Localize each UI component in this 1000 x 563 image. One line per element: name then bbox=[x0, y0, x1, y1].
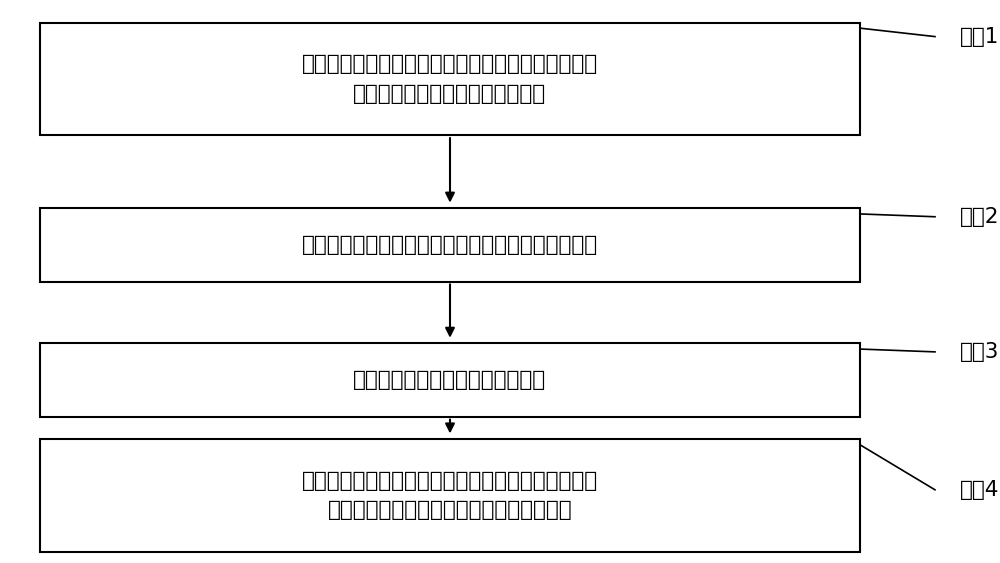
Text: 步骤3: 步骤3 bbox=[960, 342, 999, 362]
Text: 将耦合电容下方的第二层地层挖空: 将耦合电容下方的第二层地层挖空 bbox=[353, 370, 547, 390]
FancyBboxPatch shape bbox=[40, 439, 860, 552]
Text: 将差分信号过孔通过的所有的地层挖空形成挖空区域: 将差分信号过孔通过的所有的地层挖空形成挖空区域 bbox=[302, 235, 598, 255]
Text: 将内层铺设的差分信号分别通过差分信号过孔从内层
连接到顶层完成与耦合电容的连接: 将内层铺设的差分信号分别通过差分信号过孔从内层 连接到顶层完成与耦合电容的连接 bbox=[302, 54, 598, 104]
Text: 步骤4: 步骤4 bbox=[960, 480, 1000, 500]
Text: 步骤1: 步骤1 bbox=[960, 26, 999, 47]
FancyBboxPatch shape bbox=[40, 208, 860, 282]
Text: 步骤2: 步骤2 bbox=[960, 207, 1000, 227]
Text: 在差分信号过孔的两边分别打地孔，并在第三层紧贴
地孔焊盘形成的正方形或矩形区域铺设地层: 在差分信号过孔的两边分别打地孔，并在第三层紧贴 地孔焊盘形成的正方形或矩形区域铺… bbox=[302, 471, 598, 520]
FancyBboxPatch shape bbox=[40, 23, 860, 135]
FancyBboxPatch shape bbox=[40, 343, 860, 417]
